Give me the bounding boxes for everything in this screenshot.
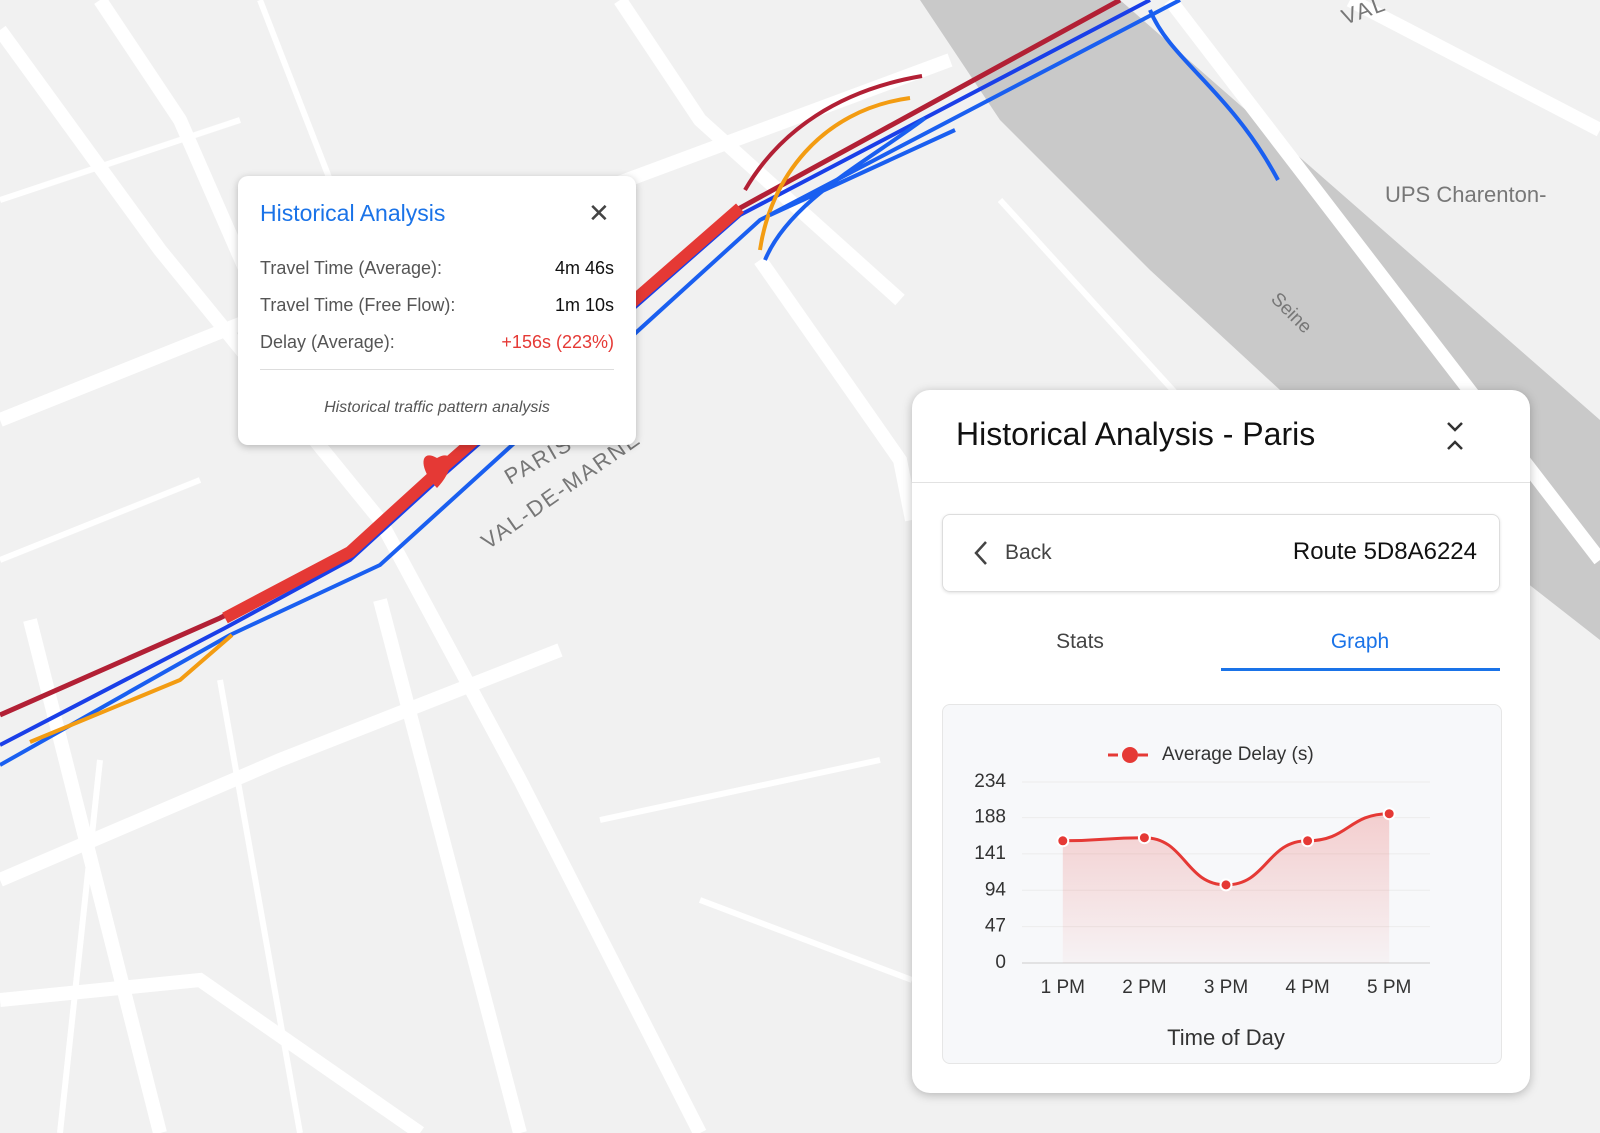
marker[interactable] [423,455,451,488]
back-button[interactable]: Back [1005,541,1052,564]
point [1301,834,1315,848]
route-blue [763,116,956,261]
row-value: +156s (223%) [501,332,614,352]
route-blue [1148,9,1280,181]
tab-active[interactable]: Graph [1330,630,1390,653]
chart: 0 47 94 141 188 234 1 PM 2 PM 3 PM 4 PM 5 PM Time o… [974,744,1430,1050]
y-tick-label: 141 [974,843,1006,864]
y-tick-label: 0 [995,952,1006,973]
close-button[interactable]: ✕ [588,198,610,228]
row-label: Travel Time (Average): [260,258,443,278]
divider [912,482,1530,483]
route-red [743,74,923,192]
y-tick-label: 188 [974,807,1006,828]
side-panel: Historical Analysis - Paris Back Route 5… [912,390,1530,1093]
divider [260,369,614,370]
x-tick-label: 2 PM [1122,977,1166,998]
minor-roads [0,0,1203,1133]
row-value: 4m 46s [554,258,614,278]
y-tick-label: 94 [985,879,1007,900]
x-axis-title: Time of Day [1167,1025,1285,1050]
collapse-button[interactable] [1444,420,1466,452]
row-value: 1m 10s [554,295,614,315]
map-label: UPS Charenton- [1385,182,1546,207]
tab-indicator [1221,668,1500,671]
route-orange [758,96,911,251]
point [1219,878,1233,892]
y-tick-label: 47 [985,916,1006,937]
legend-label: Average Delay (s) [1162,744,1314,765]
popup-row: Travel Time (Average): 4m 46s [260,258,614,279]
tab[interactable]: Stats [1056,630,1104,653]
y-tick-label: 234 [974,771,1006,792]
legend-marker [1122,747,1138,763]
point [1056,834,1070,848]
point [1137,831,1151,845]
route-orange [29,633,234,744]
point [1382,807,1396,821]
popup-title: Historical Analysis [260,200,446,226]
row-label: Travel Time (Free Flow): [260,295,456,315]
panel-title: Historical Analysis - Paris [956,416,1316,452]
x-tick-label: 4 PM [1285,977,1329,998]
x-tick-label: 1 PM [1041,977,1085,998]
route-blue [0,0,1181,767]
row-label: Delay (Average): [260,332,395,352]
popup-row: Delay (Average): +156s (223%) [260,332,614,353]
x-tick-label: 3 PM [1204,977,1248,998]
x-tick-label: 5 PM [1367,977,1411,998]
route-id: Route 5D8A6224 [1292,538,1477,565]
info-popup: Historical Analysis ✕ Travel Time (Avera… [238,176,636,445]
route-header: Back Route 5D8A6224 [942,514,1500,592]
popup-row: Travel Time (Free Flow): 1m 10s [260,295,614,316]
back-icon[interactable] [971,539,991,567]
chart-card: 0 47 94 141 188 234 1 PM 2 PM 3 PM 4 PM 5 PM Time o… [942,704,1502,1064]
popup-footnote: Historical traffic pattern analysis [324,399,550,416]
